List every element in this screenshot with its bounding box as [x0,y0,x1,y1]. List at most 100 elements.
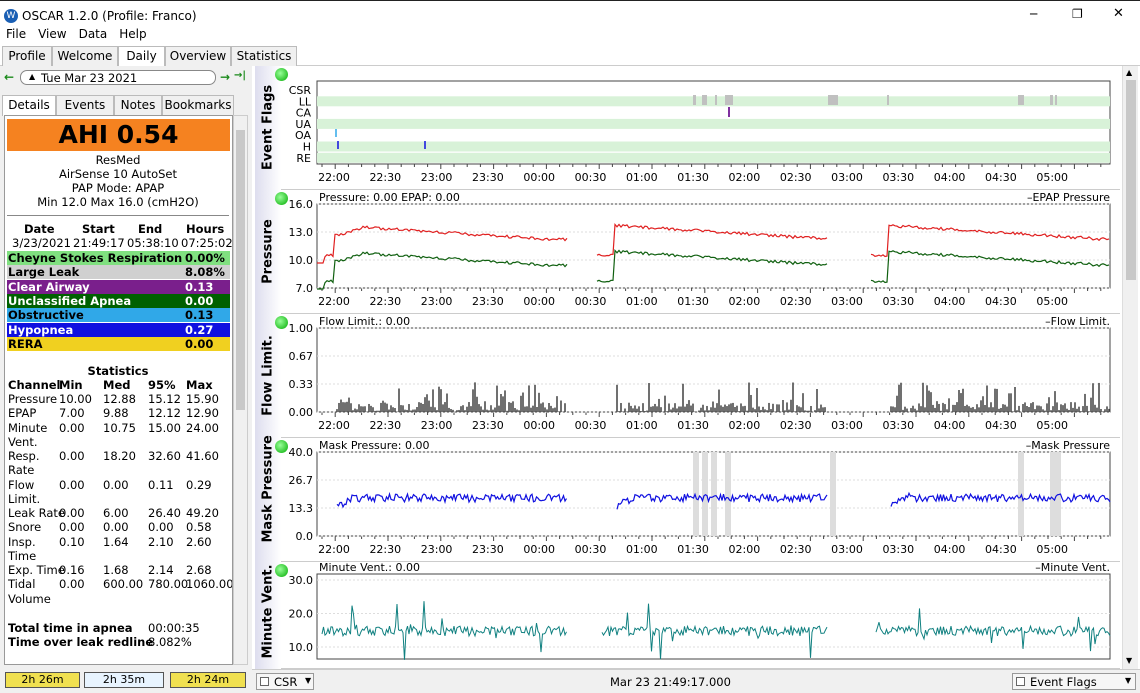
graph-title: Minute Vent. [255,562,281,669]
details-scrollbar[interactable] [233,115,248,665]
session-button-2[interactable]: 2h 35m [84,672,164,688]
maximize-button[interactable]: ❐ [1072,7,1083,21]
tab-daily[interactable]: Daily [118,46,165,67]
pin-icon[interactable] [275,564,288,577]
graph-title: Flow Limit. [255,314,281,438]
tab-statistics[interactable]: Statistics [231,46,297,66]
menu-file[interactable]: File [6,27,27,41]
stats-cell: 2.68 [186,563,212,577]
menu-help[interactable]: Help [119,27,147,41]
flag-band [317,96,1110,107]
time-tick-label: 00:00 [523,419,555,432]
graph-canvas: 22:00 22:30 23:00 23:30 00:00 00:30 01:00 01:30… [289,439,1111,556]
time-tick-label: 23:30 [472,295,504,308]
mask-line [616,492,828,510]
stats-cell: 0.00 [59,477,85,492]
scroll-thumb-right[interactable] [1126,80,1136,280]
tab-notes[interactable]: Notes [114,95,162,115]
stats-row: Volume [8,592,232,606]
tab-bookmarks[interactable]: Bookmarks [162,95,234,115]
stats-cell: 12.88 [103,392,136,406]
time-tick-label: 03:00 [831,543,863,556]
graph-canvas: Minute Vent.: 0.00 –Minute Vent. 30.0 20.0 1… [289,562,1111,660]
prev-day-button[interactable]: ← [4,70,15,84]
pin-icon[interactable] [275,440,288,453]
date-picker[interactable]: ▲ Tue Mar 23 2021 [20,70,216,85]
flag-band [317,118,1110,129]
index-value: 0.13 [185,279,214,294]
y-tick-label: 20.0 [289,608,314,621]
session-button-3[interactable]: 2h 24m [170,672,246,688]
leak-mark [1018,95,1024,105]
tab-details[interactable]: Details [2,95,56,116]
time-tick-label: 01:00 [626,419,658,432]
pin-icon[interactable] [275,68,288,81]
stats-cell: Minute [8,420,48,435]
index-row: Unclassified Apnea 0.00 [7,293,230,308]
y-tick-label: 0.33 [289,378,314,391]
time-tick-label: 22:30 [369,419,401,432]
time-tick-label: 05:00 [1036,419,1068,432]
stats-row: Vent. [8,435,232,449]
chevron-down-icon: ▼ [1125,676,1132,685]
scroll-thumb[interactable] [236,130,245,410]
scroll-up-icon[interactable]: ▲ [1126,68,1133,77]
session-button-1[interactable]: 2h 26m [5,672,80,688]
next-day-button[interactable]: → [220,70,231,84]
time-tick-label: 02:00 [729,295,761,308]
tab-overview[interactable]: Overview [165,46,231,66]
index-value: 0.00 [185,293,214,308]
graph-panel[interactable]: Event Flags 22:00 22:30 23:00 23:30 00:00 00:3… [255,66,1120,190]
last-day-button[interactable]: →| [234,70,247,81]
stats-header: Channel Min Med 95% Max [8,378,232,392]
time-tick-label: 04:30 [985,419,1017,432]
pin-icon[interactable] [275,192,288,205]
total-value: 8.082% [148,635,192,649]
graph-panel[interactable]: Minute Vent. Minute Vent.: 0.00 –Minute Ve… [255,562,1120,669]
stats-cell: 0.00 [59,520,85,535]
index-value: 0.00% [185,251,225,265]
graph-scrollbar[interactable]: ▲ ▼ [1122,66,1138,669]
session-start: 21:49:17 [73,236,125,250]
close-button[interactable]: ✕ [1113,6,1124,21]
time-tick-label: 00:00 [523,171,555,184]
graph-legend: –Flow Limit. [1045,315,1110,328]
pin-icon[interactable] [275,316,288,329]
stats-cell: Snore [8,520,42,535]
menu-view[interactable]: View [38,27,67,41]
col-hours: Hours [186,222,225,236]
stats-cell: 10.00 [59,392,92,406]
graph-title: Mask Pressure [255,435,281,562]
leak-mark [693,95,696,105]
graph-canvas: 22:00 22:30 23:00 23:30 00:00 00:30 01:00 01:30… [289,80,1111,184]
menu-data[interactable]: Data [78,27,108,41]
minimize-button[interactable]: ─ [1030,7,1038,21]
window-title: OSCAR 1.2.0 (Profile: Franco) [22,9,197,23]
scroll-down-icon[interactable]: ▼ [1126,656,1133,665]
stats-cell: Time [8,548,37,563]
graph-panel[interactable]: Flow Limit. 22:00 22:30 23:00 23:30 00:00 00:3… [255,314,1120,438]
stats-row: Resp. 0.00 18.20 32.60 41.60 [8,449,232,463]
graph-panel[interactable]: Pressure 22:00 22:30 23:00 23:30 00:00 00:30 01… [255,190,1120,314]
index-label: Hypopnea [8,322,74,337]
graph-area: Event Flags 22:00 22:30 23:00 23:30 00:00 00:3… [255,66,1120,669]
pressure-line [596,223,828,257]
channel-checkbox[interactable] [260,677,269,686]
tab-profile[interactable]: Profile [2,46,52,66]
graph-panel[interactable]: Mask Pressure 22:00 22:30 23:00 23:30 00:00 00… [255,435,1120,562]
stats-cell: Exp. Time [8,563,65,577]
epap-line [317,251,568,290]
leak-mark [715,95,717,105]
graph-dropdown[interactable]: Event Flags ▼ [1012,673,1136,690]
index-value: 0.13 [185,308,214,323]
graph-checkbox[interactable] [1016,677,1025,686]
tab-events[interactable]: Events [56,95,114,115]
index-value: 0.27 [185,322,214,337]
channel-dropdown[interactable]: CSR ▼ [256,673,314,690]
tab-welcome[interactable]: Welcome [52,46,118,66]
stats-row: Exp. Time 0.16 1.68 2.14 2.68 [8,563,232,577]
y-tick-label: 40.0 [289,446,314,459]
calendar-dropdown-icon: ▲ [29,72,36,81]
graph-readout: Mask Pressure: 0.00 [319,439,430,452]
time-tick-label: 23:00 [421,543,453,556]
